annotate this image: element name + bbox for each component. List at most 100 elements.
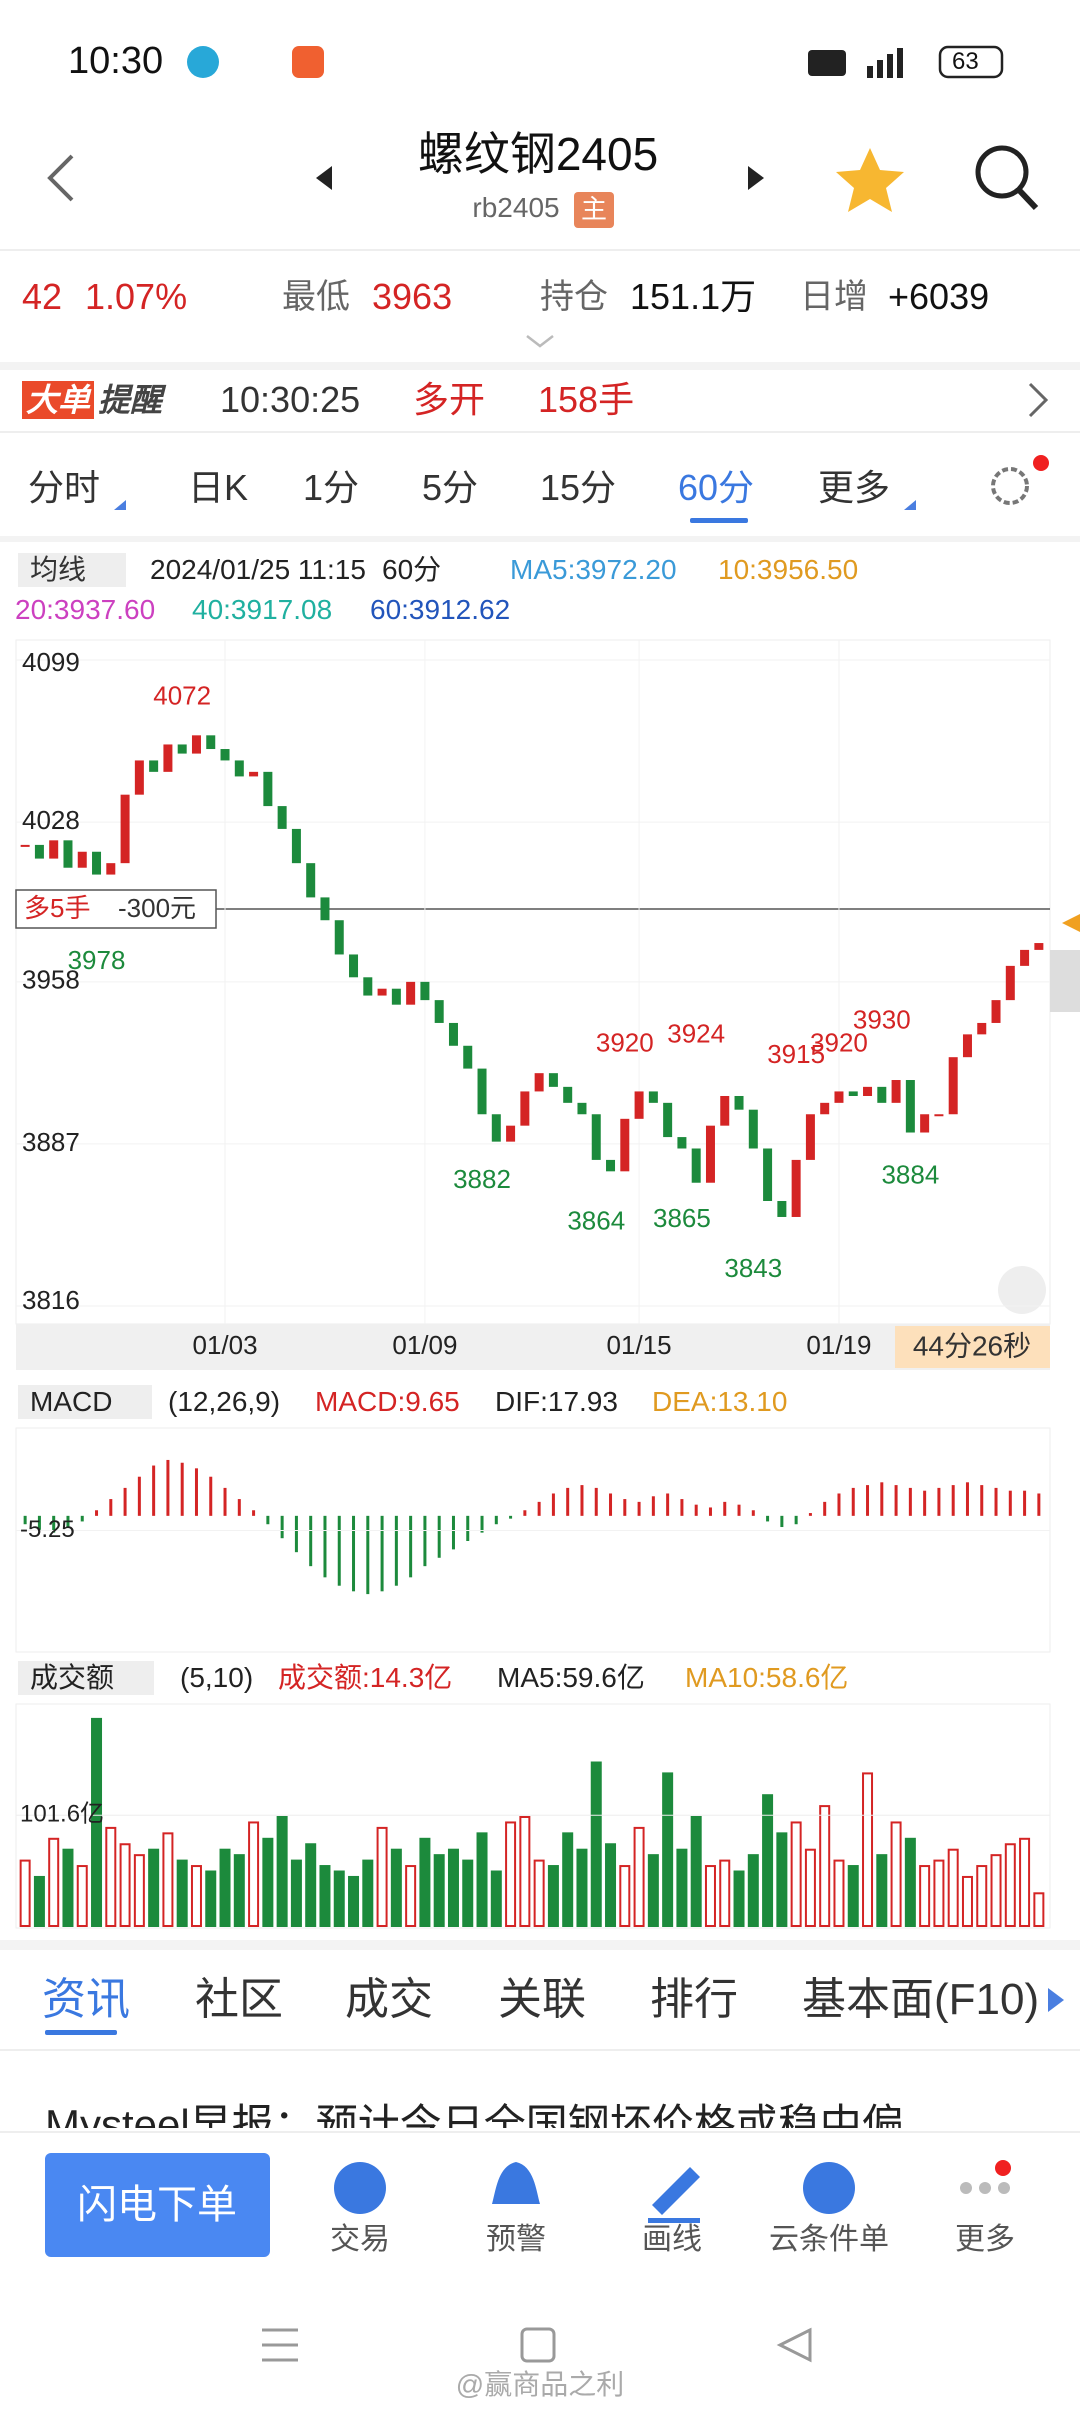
back-button[interactable] [47,154,74,202]
macd-bar [666,1493,670,1516]
content-tab[interactable]: 社区 [195,1974,283,2024]
macd-bar [166,1459,170,1516]
tab-scroll[interactable] [1048,1988,1064,2012]
content-tab[interactable]: 基本面(F10) [802,1974,1040,2024]
macd-bar [423,1515,427,1567]
macd-bar [609,1493,613,1516]
trade-icon[interactable] [334,2162,386,2214]
side-handle[interactable] [1050,950,1080,1012]
draw-icon[interactable] [652,2167,700,2215]
indicator-selector[interactable]: 成交额 [18,1661,155,1695]
volume-bar [405,1865,417,1928]
x-tick-label: 01/09 [392,1330,457,1360]
order-button[interactable] [45,2153,270,2257]
candle [149,760,159,772]
x-tick-label: 01/19 [806,1330,871,1360]
divider [0,536,1080,542]
favorite-button[interactable] [836,148,904,212]
search-button[interactable] [975,145,1029,199]
low-label: 3978 [68,945,126,975]
period-tab[interactable]: 1分 [303,467,360,509]
more-dot[interactable] [960,2182,972,2194]
macd-bar [566,1487,570,1516]
period-tab[interactable]: 分时 [28,467,101,509]
volume-bar [462,1859,474,1927]
toolbar-item[interactable]: 画线 [642,2223,702,2256]
volume-bar [176,1859,188,1927]
y-tick-label: 4028 [22,805,80,835]
volume-bar [733,1870,745,1927]
macd-bar [394,1515,398,1586]
y-tick-label: 4099 [22,647,80,677]
candle [491,1114,501,1142]
period-tab[interactable]: 15分 [540,467,617,509]
nav-home[interactable] [520,2327,556,2363]
prev-button[interactable] [316,166,332,190]
alert-time: 10:30:25 [220,379,361,421]
order-button-label[interactable]: 闪电下单 [77,2183,237,2227]
candle [106,863,116,875]
candle [406,981,416,1005]
content-tab[interactable]: 关联 [498,1974,586,2024]
tab-dropdown [114,500,126,510]
volume-panel [15,1703,1051,1929]
news-headline[interactable]: Mysteel早报：预计今日全国钢坯价格或稳中偏 [45,2101,904,2128]
macd-bar [366,1515,370,1595]
nav-menu[interactable] [262,2328,298,2362]
divider [0,362,1080,370]
period-tab[interactable]: 日K [188,467,249,509]
macd-bar [823,1501,827,1516]
candle [520,1091,530,1126]
toolbar-item[interactable]: 交易 [330,2223,390,2256]
expand-chevron[interactable] [526,335,554,348]
macd-bar [152,1465,156,1516]
candle [463,1045,473,1069]
indicator-selector[interactable]: MACD [18,1385,153,1419]
toolbar-item[interactable]: 预警 [486,2223,546,2256]
volume-bar [547,1865,559,1928]
nav-back[interactable] [776,2327,812,2363]
volume-bar [1019,1837,1031,1928]
next-button[interactable] [748,166,764,190]
content-tab[interactable]: 排行 [650,1974,738,2024]
toolbar-item[interactable]: 云条件单 [769,2223,889,2256]
high-label: 3920 [596,1027,654,1057]
volume-bar [804,1848,816,1927]
app-icon [187,46,219,78]
low-label: 3864 [567,1205,625,1235]
period-tab[interactable]: 更多 [818,467,891,509]
candle [720,1095,730,1126]
volume-bar [619,1865,631,1928]
ma-selector[interactable]: 均线 [18,553,127,587]
dea-value: DEA:13.10 [652,1386,788,1418]
volume-bar [447,1848,459,1927]
content-tab[interactable]: 资讯 [42,1974,130,2024]
period-tab[interactable]: 5分 [422,467,479,509]
alert-chevron[interactable] [1028,382,1049,418]
cloud-icon[interactable] [803,2162,855,2214]
alarm-icon[interactable] [492,2162,540,2204]
macd-bar [494,1515,498,1525]
candle [120,794,130,864]
volume-bar [276,1816,288,1927]
volume-bar [690,1816,702,1927]
candle [1005,965,1015,1001]
toolbar-item[interactable]: 更多 [955,2223,1015,2256]
macd-bar [908,1487,912,1516]
fullscreen-button[interactable] [998,1266,1046,1314]
ma60: 60:3912.62 [370,594,511,626]
content-tab[interactable]: 成交 [345,1974,433,2024]
candle [620,1118,630,1172]
candle [34,844,44,859]
macd-bar [480,1515,484,1533]
candle [277,806,287,829]
macd-bar [95,1510,99,1516]
candle [648,1091,658,1103]
period-tab[interactable]: 60分 [678,467,755,509]
volume-bar [1033,1892,1045,1928]
macd-bar [965,1482,969,1516]
settings-button[interactable] [991,467,1029,505]
candle [363,977,373,996]
macd-bar [866,1485,870,1516]
